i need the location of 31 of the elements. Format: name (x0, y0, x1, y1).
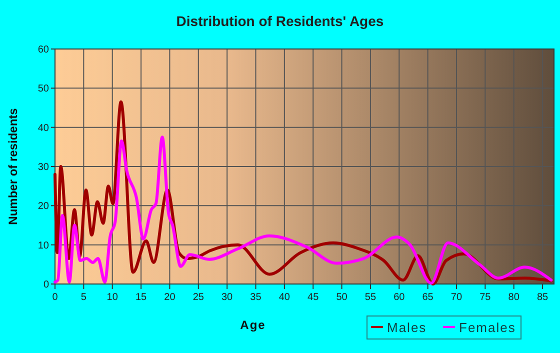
y-tick-label: 60 (38, 44, 50, 56)
chart-title: Distribution of Residents' Ages (176, 13, 384, 29)
y-axis-title: Number of residents (6, 108, 20, 225)
x-tick-label: 45 (308, 292, 320, 303)
x-tick-label: 75 (480, 292, 492, 303)
x-tick-label: 80 (508, 292, 520, 303)
y-tick-label: 20 (38, 201, 50, 212)
x-axis-title: Age (240, 318, 266, 332)
x-tick-label: 50 (336, 292, 348, 303)
x-tick-label: 5 (80, 292, 87, 303)
y-tick-label: 40 (38, 122, 50, 134)
y-tick-label: 10 (38, 240, 50, 252)
x-tick-label: 30 (222, 292, 234, 303)
x-tick-label: 20 (164, 292, 176, 303)
x-tick-label: 40 (278, 292, 290, 303)
x-tick-label: 25 (192, 292, 204, 303)
x-tick-label: 60 (394, 292, 406, 303)
x-tick-label: 15 (135, 292, 148, 303)
y-tick-label: 0 (43, 280, 50, 290)
legend-label: Males (387, 320, 427, 335)
x-tick-label: 55 (364, 292, 376, 303)
y-tick-label: 30 (38, 162, 50, 173)
x-tick-label: 10 (106, 292, 118, 303)
x-tick-label: 65 (422, 292, 434, 303)
x-tick-label: 35 (250, 292, 262, 303)
x-tick-label: 0 (52, 292, 58, 303)
x-tick-label: 70 (450, 292, 462, 303)
line-series (54, 136, 553, 285)
x-tick-label: 85 (536, 292, 549, 303)
y-tick-label: 50 (38, 84, 50, 95)
legend-label: Females (459, 320, 516, 335)
